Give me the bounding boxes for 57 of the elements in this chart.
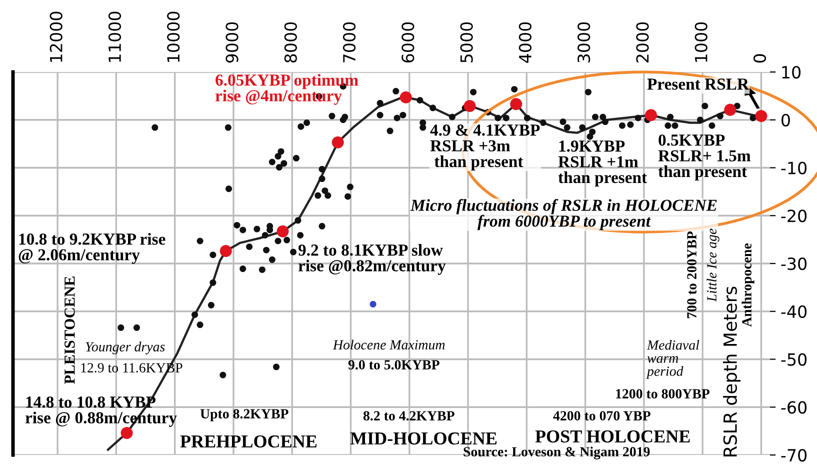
annotation: 9.2 to 8.1KYBP slow rise @0.82m/century: [298, 244, 446, 275]
annotation: PLEISTOCENE: [64, 276, 75, 384]
x-tick-label: 0: [753, 54, 766, 63]
annotation: MID-HOLOCENE: [350, 432, 497, 445]
point: [510, 98, 522, 110]
annotation: Present RSLR: [647, 78, 750, 90]
y-tick-label: 10: [782, 66, 801, 79]
point: [332, 136, 344, 148]
y-tick-label: 0: [782, 114, 790, 126]
y-tick-label: -50: [781, 353, 807, 366]
x-tick-label: 3000: [578, 22, 590, 62]
point: [120, 426, 133, 439]
x-tick-label: 11000: [108, 12, 122, 62]
annotation: 4200 to 070 YBP: [553, 411, 650, 420]
annotation: 4.9 & 4.1KYBP RSLR +3m than present: [430, 124, 540, 170]
y-tick-label: -60: [781, 401, 807, 414]
y-axis-title: RSLR depth Meters: [723, 286, 740, 456]
annotation: Mediaval warm period: [646, 340, 700, 379]
annotation: PREHPLOCENE: [180, 435, 317, 448]
x-tick-label: 2000: [636, 22, 649, 62]
annotation: Holocene Maximum: [332, 340, 445, 350]
x-tick-label: 8000: [284, 22, 297, 63]
annotation: 10.8 to 9.2KYBP rise @ 2.06m/century: [18, 233, 166, 264]
annotation: Anthropocene: [742, 243, 754, 327]
point: [724, 104, 736, 116]
y-tick-label: -40: [781, 305, 807, 318]
x-tick-label: 1000: [694, 22, 708, 62]
y-tick-label: -10: [781, 162, 807, 174]
point: [644, 109, 657, 122]
annotation: 9.0 to 5.0KYBP: [348, 360, 440, 370]
x-tick-label: 7000: [342, 22, 356, 62]
annotation: 700 to 200YBP: [687, 231, 696, 318]
annotation: 6.05KYBP optimum rise @4m/century: [215, 74, 358, 105]
point: [400, 91, 412, 104]
annotation: Little Ice age: [706, 228, 720, 302]
point: [370, 300, 376, 308]
point: [755, 110, 768, 122]
y-tick-label: -20: [781, 210, 807, 222]
point: [276, 225, 289, 238]
x-tick-label: 10000: [167, 12, 180, 62]
x-tick-label: 12000: [50, 12, 62, 62]
annotation: Source: Loveson & Nigam 2019: [464, 446, 650, 460]
annotation: Upto 8.2KYBP: [200, 409, 288, 422]
x-tick-label: 5000: [460, 22, 473, 62]
y-tick-label: -70: [781, 448, 807, 462]
annotation: POST HOLOCENE: [535, 430, 690, 443]
annotation: 0.5KYBP RSLR+ 1.5m than present: [658, 134, 751, 180]
annotation: Younger dryas: [86, 342, 165, 354]
annotation: 8.2 to 4.2KYBP: [363, 411, 454, 421]
y-tick-label: -30: [781, 257, 807, 270]
annotation: 1.9KYBP RSLR +1m than present: [558, 140, 647, 186]
point: [220, 245, 232, 258]
x-tick-label: 6000: [402, 22, 414, 63]
annotation: 1200 to 800YBP: [616, 389, 710, 398]
point: [464, 100, 476, 112]
x-tick-label: 4000: [518, 22, 532, 63]
x-tick-label: 9000: [226, 22, 238, 63]
